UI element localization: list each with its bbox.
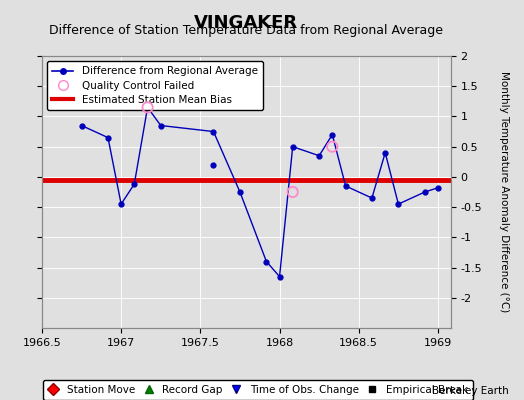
Y-axis label: Monthly Temperature Anomaly Difference (°C): Monthly Temperature Anomaly Difference (… (499, 71, 509, 313)
Point (328, 144, 336, 150)
Text: Difference of Station Temperature Data from Regional Average: Difference of Station Temperature Data f… (49, 24, 443, 37)
Legend: Station Move, Record Gap, Time of Obs. Change, Empirical Break: Station Move, Record Gap, Time of Obs. C… (43, 380, 473, 400)
Point (289, 189, 297, 195)
Text: Berkeley Earth: Berkeley Earth (432, 386, 508, 396)
Text: VINGAKER: VINGAKER (194, 14, 298, 32)
Point (144, 104, 152, 110)
Point (209, 162, 217, 168)
